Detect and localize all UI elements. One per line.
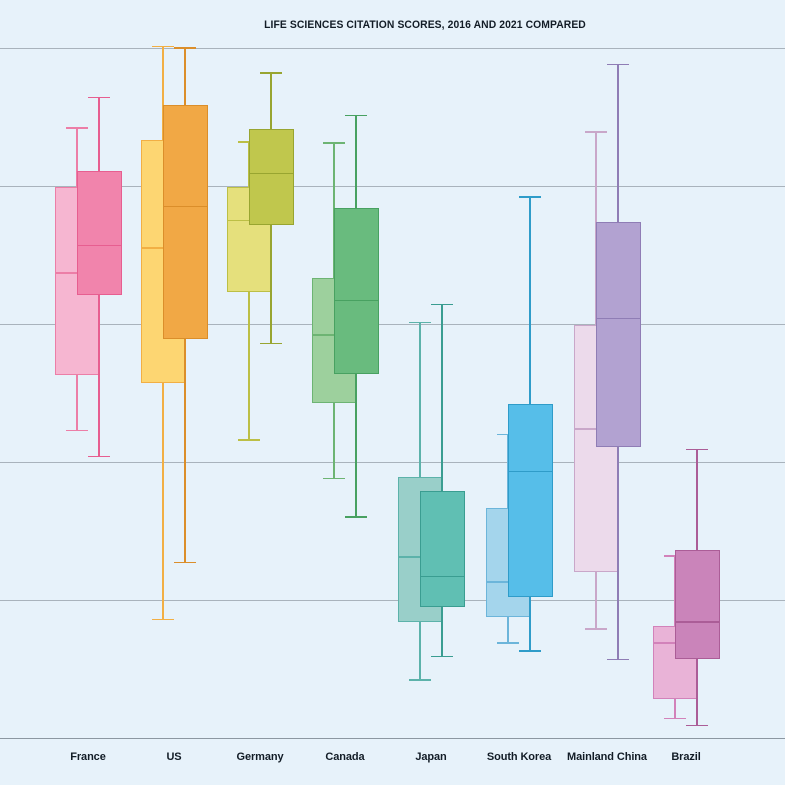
- whisker-cap-2021-us: [174, 47, 196, 49]
- whisker-cap-2016-france: [66, 127, 88, 129]
- whisker-line-2016-south-korea: [507, 616, 509, 643]
- whisker-line-2016-japan: [419, 322, 421, 478]
- median-line-2021-us: [162, 205, 208, 208]
- whisker-line-2021-germany: [270, 224, 272, 344]
- box-2021-france: [76, 170, 122, 295]
- median-line-2021-germany: [248, 172, 294, 175]
- whisker-cap-2021-france: [88, 455, 110, 458]
- gridline: [0, 599, 785, 601]
- whisker-line-2021-canada: [355, 373, 357, 518]
- whisker-cap-2021-germany: [260, 342, 282, 345]
- whisker-cap-2021-canada: [345, 516, 367, 518]
- whisker-cap-2021-germany: [260, 72, 282, 74]
- category-label-mainland-china: Mainland China: [567, 751, 647, 763]
- whisker-line-2021-mainland-china: [617, 64, 619, 222]
- whisker-cap-2021-japan: [431, 303, 453, 306]
- median-line-2021-brazil: [674, 621, 720, 623]
- category-label-japan: Japan: [415, 751, 447, 763]
- whisker-cap-2016-mainland-china: [585, 131, 607, 133]
- whisker-line-2021-germany: [270, 72, 272, 130]
- whisker-cap-2016-us: [152, 618, 174, 621]
- whisker-cap-2021-us: [174, 561, 196, 564]
- category-label-brazil: Brazil: [671, 751, 701, 763]
- whisker-line-2016-japan: [419, 622, 421, 681]
- whisker-cap-2021-brazil: [686, 724, 708, 727]
- whisker-line-2021-japan: [441, 606, 443, 657]
- whisker-cap-2021-france: [88, 96, 110, 99]
- category-label-canada: Canada: [325, 751, 365, 763]
- whisker-cap-2021-brazil: [686, 448, 708, 451]
- gridline: [0, 323, 785, 325]
- category-label-france: France: [70, 751, 106, 763]
- whisker-cap-2021-mainland-china: [607, 658, 629, 661]
- whisker-line-2016-us: [162, 383, 164, 620]
- whisker-cap-2016-south-korea: [497, 642, 519, 644]
- whisker-cap-2016-canada: [323, 142, 345, 144]
- whisker-line-2016-france: [76, 375, 78, 431]
- whisker-line-2021-us: [184, 339, 186, 563]
- whisker-line-2021-brazil: [696, 659, 698, 726]
- median-line-2021-south-korea: [507, 470, 553, 473]
- whisker-cap-2021-mainland-china: [607, 63, 629, 66]
- whisker-cap-2021-south-korea: [519, 650, 541, 652]
- whisker-line-2016-germany: [248, 292, 250, 440]
- whisker-cap-2021-south-korea: [519, 196, 541, 198]
- gridline: [0, 185, 785, 187]
- whisker-cap-2016-japan: [409, 679, 431, 681]
- whisker-cap-2016-brazil: [664, 717, 686, 720]
- whisker-line-2021-france: [98, 97, 100, 171]
- whisker-line-2016-canada: [333, 402, 335, 479]
- whisker-line-2021-us: [184, 48, 186, 105]
- box-2021-germany: [248, 129, 294, 225]
- whisker-cap-2021-japan: [431, 655, 453, 658]
- whisker-cap-2016-canada: [323, 477, 345, 480]
- whisker-cap-2016-japan: [409, 321, 431, 324]
- whisker-line-2021-brazil: [696, 449, 698, 551]
- category-label-germany: Germany: [236, 751, 284, 763]
- box-2021-south-korea: [507, 404, 553, 598]
- median-line-2021-canada: [333, 299, 379, 302]
- box-2021-canada: [333, 208, 379, 374]
- whisker-cap-2016-us: [152, 45, 174, 48]
- x-axis-line: [0, 737, 785, 739]
- box-2021-brazil: [674, 550, 720, 660]
- box-2021-japan: [419, 490, 465, 607]
- whisker-cap-2016-mainland-china: [585, 628, 607, 630]
- whisker-line-2021-south-korea: [529, 197, 531, 405]
- whisker-line-2021-japan: [441, 304, 443, 491]
- median-line-2021-mainland-china: [595, 317, 641, 320]
- whisker-line-2016-mainland-china: [595, 572, 597, 629]
- box-2021-mainland-china: [595, 221, 641, 447]
- gridline: [0, 461, 785, 463]
- category-label-south-korea: South Korea: [486, 751, 552, 763]
- median-line-2021-japan: [419, 575, 465, 578]
- whisker-cap-2021-canada: [345, 114, 367, 117]
- whisker-line-2021-south-korea: [529, 597, 531, 652]
- whisker-line-2016-us: [162, 46, 164, 141]
- whisker-cap-2016-france: [66, 429, 88, 431]
- whisker-line-2016-brazil: [674, 699, 676, 719]
- chart-title: LIFE SCIENCES CITATION SCORES, 2016 AND …: [264, 19, 586, 31]
- whisker-line-2021-france: [98, 295, 100, 457]
- whisker-line-2021-mainland-china: [617, 446, 619, 660]
- box-2021-us: [162, 104, 208, 340]
- median-line-2021-france: [76, 244, 122, 247]
- whisker-cap-2016-germany: [238, 439, 260, 441]
- whisker-line-2021-canada: [355, 115, 357, 209]
- category-label-us: US: [166, 751, 182, 763]
- whisker-line-2016-france: [76, 128, 78, 188]
- gridline: [0, 47, 785, 49]
